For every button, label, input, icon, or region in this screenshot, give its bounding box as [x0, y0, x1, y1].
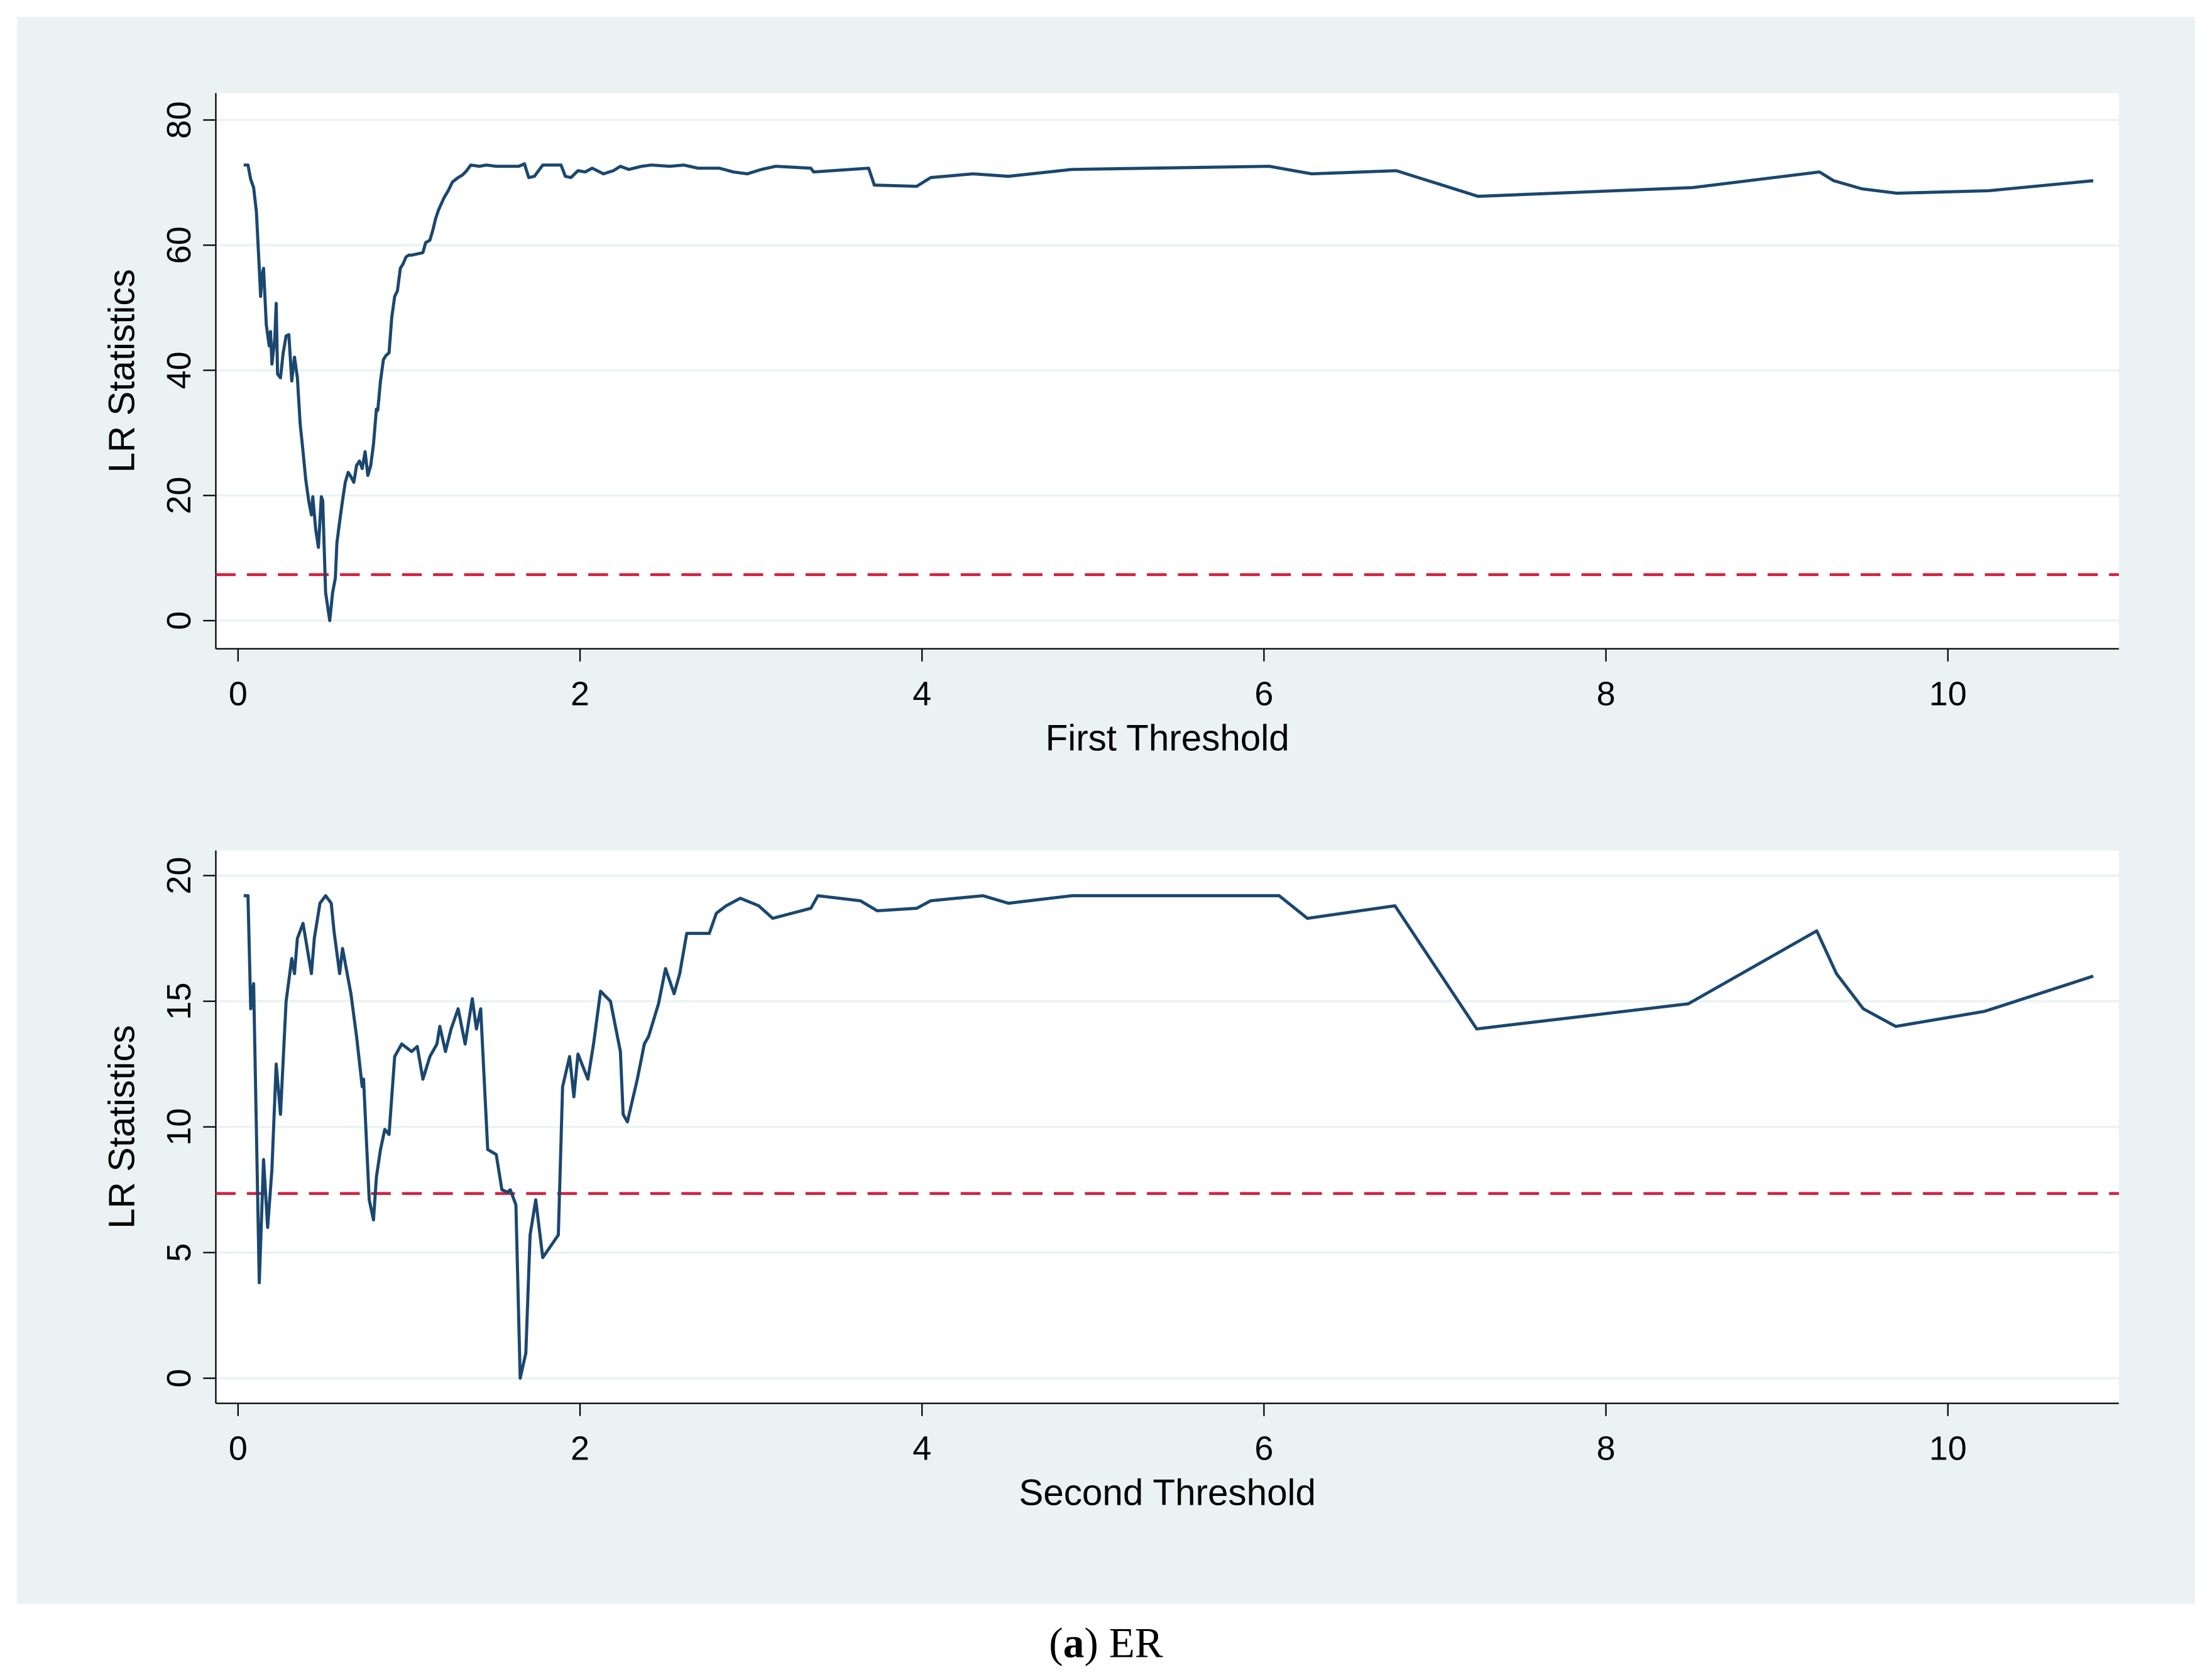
- y-tick-label: 80: [160, 101, 198, 139]
- y-axis-title: LR Statistics: [101, 269, 142, 472]
- x-tick-label: 4: [912, 1429, 931, 1467]
- caption-label: a: [1063, 1620, 1085, 1667]
- y-tick-label: 20: [160, 857, 198, 895]
- data-line: [243, 894, 2094, 1380]
- data-line: [243, 162, 2094, 623]
- x-tick-label: 2: [571, 675, 589, 712]
- x-tick-label: 4: [912, 675, 931, 712]
- y-tick-label: 20: [160, 477, 198, 515]
- caption-text: ) ER: [1084, 1620, 1163, 1667]
- y-tick-label: 5: [160, 1243, 198, 1262]
- x-tick-label: 10: [1929, 1429, 1967, 1467]
- x-axis-title: First Threshold: [1046, 717, 1289, 758]
- y-tick-label: 0: [160, 1369, 198, 1388]
- caption: (a) ER: [1049, 1620, 1163, 1667]
- y-tick-label: 10: [160, 1108, 198, 1146]
- y-axis-title: LR Statistics: [101, 1025, 142, 1228]
- y-tick-label: 60: [160, 226, 198, 264]
- x-tick-label: 10: [1929, 675, 1967, 712]
- x-tick-label: 8: [1597, 675, 1616, 712]
- caption-prefix: (: [1049, 1620, 1063, 1667]
- x-tick-label: 0: [229, 675, 248, 712]
- y-tick-label: 0: [160, 611, 198, 630]
- y-tick-label: 15: [160, 983, 198, 1020]
- x-tick-label: 6: [1254, 1429, 1273, 1467]
- y-tick-label: 40: [160, 351, 198, 389]
- x-axis-title: Second Threshold: [1019, 1472, 1316, 1513]
- x-tick-label: 8: [1597, 1429, 1616, 1467]
- x-tick-label: 6: [1254, 675, 1273, 712]
- x-tick-label: 2: [571, 1429, 589, 1467]
- x-tick-label: 0: [229, 1429, 248, 1467]
